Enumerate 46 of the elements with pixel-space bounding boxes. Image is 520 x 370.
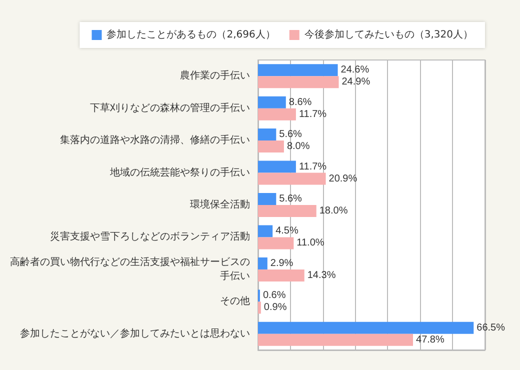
bar [258,205,316,217]
bar [258,64,338,76]
bar [258,257,268,270]
data-label: 5.6% [279,129,302,140]
data-label: 4.5% [276,226,298,237]
data-label: 14.3% [307,270,336,281]
data-label: 11.0% [296,238,324,249]
y-tick-label: 環境保全活動 [190,198,250,210]
bar [258,322,474,334]
data-label: 66.5% [476,322,506,334]
y-tick-label: 参加したことがない／参加してみたいとは思わない [20,327,250,340]
data-label: 2.9% [270,258,294,269]
bar [258,172,326,185]
y-tick-label: 地域の伝統芸能や祭りの手伝い [109,166,250,178]
bar [258,140,284,153]
data-label: 11.7% [298,161,327,172]
y-tick-label: 高齢者の買い物代行などの生活支援や福祉サービスの手伝い [10,256,250,282]
legend-label: 今後参加してみたいもの（3,320人） [304,28,474,40]
data-label: 24.6% [340,64,370,76]
data-label: 8.6% [288,96,312,108]
bar [258,108,296,120]
legend-label: 参加したことがあるもの（2,696人） [106,28,276,40]
data-label: 5.6% [279,194,302,204]
bar [258,269,304,282]
data-label: 0.6% [262,290,286,302]
y-tick-label: 下草刈りなどの森林の管理の手伝い [90,102,250,114]
data-label: 8.0% [286,141,310,152]
bar [258,96,286,108]
y-tick-label: その他 [220,295,250,308]
data-label: 0.9% [264,302,287,314]
bar [258,237,294,250]
data-label: 11.7% [298,108,327,120]
data-label: 18.0% [319,206,348,216]
y-tick-label: 災害支援や雪下ろしなどのボランティア活動 [50,230,250,243]
bar [258,225,273,238]
bar [258,302,261,314]
y-tick-label: 農作業の手伝い [180,70,250,82]
bar [258,334,414,346]
y-tick-label: 集落内の道路や水路の清掃、修繕の手伝い [60,134,250,146]
bar [258,193,276,205]
data-label: 24.9% [342,76,370,88]
data-label: 47.8% [416,334,444,346]
bar [258,160,296,173]
bar [258,128,276,141]
bar [258,76,339,88]
data-label: 20.9% [328,173,358,184]
